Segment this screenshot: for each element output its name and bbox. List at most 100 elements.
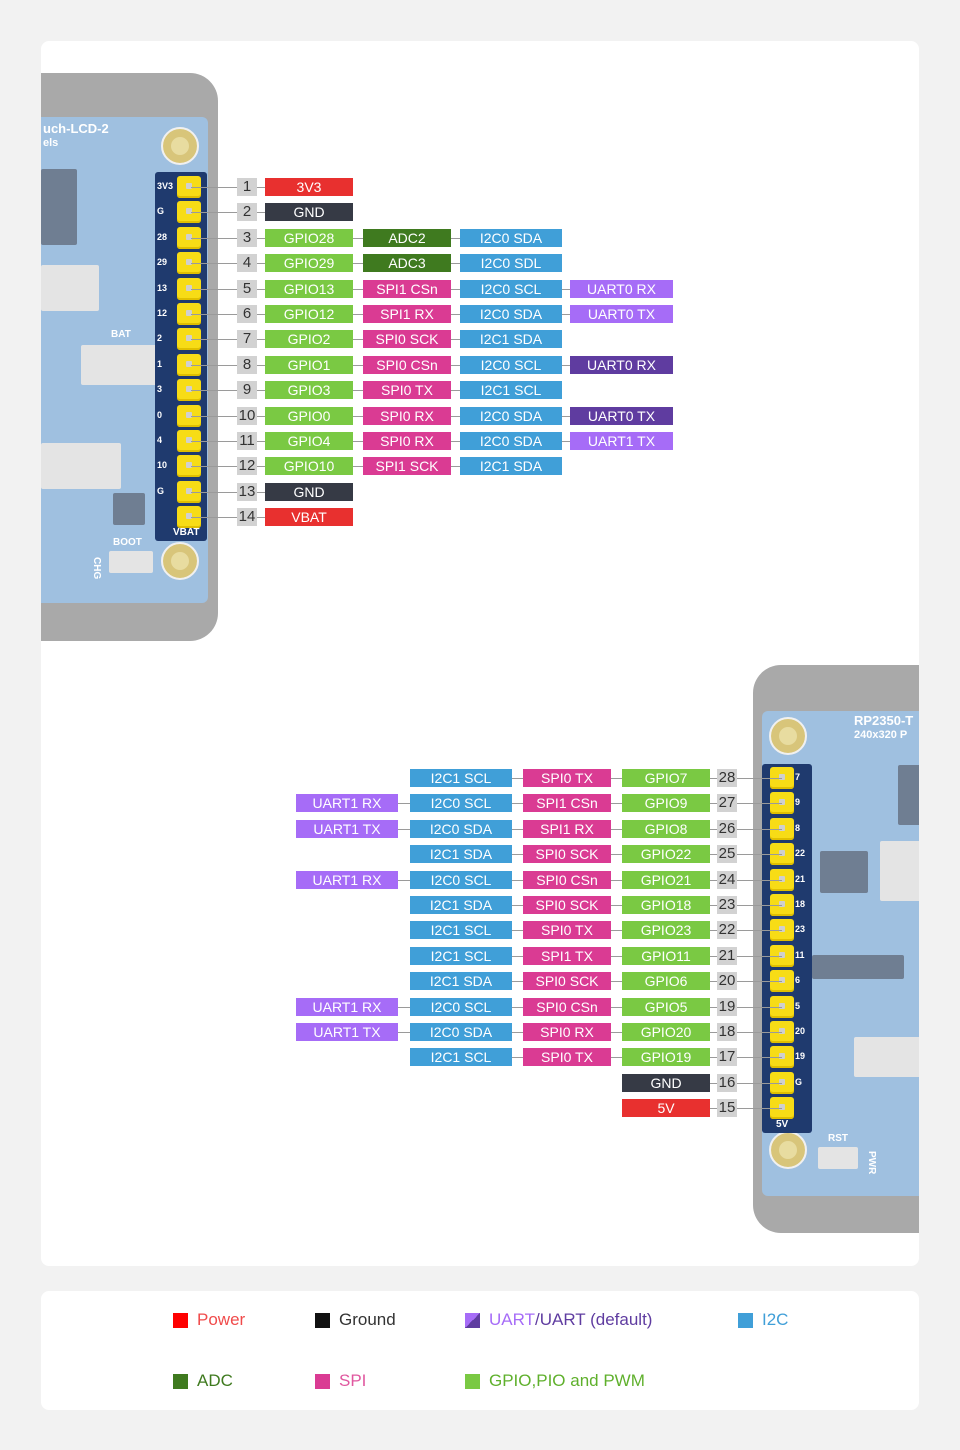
header-pin-label: 4 xyxy=(157,435,163,445)
header-pin-label: 12 xyxy=(157,308,168,318)
pin-function-uart: UART1 TX xyxy=(296,1023,398,1041)
header-pin-label: 11 xyxy=(795,949,805,960)
header-pin-label: 8 xyxy=(795,822,801,833)
pin-number: 6 xyxy=(237,305,257,323)
gpio-swatch xyxy=(465,1373,480,1389)
header-pin xyxy=(770,1071,794,1094)
legend: Power Ground UART / UART (default) I2C ADC… xyxy=(41,1291,919,1410)
pin-function-spi: SPI0 SCK xyxy=(523,845,611,864)
pin-function-spi: SPI0 RX xyxy=(363,432,451,450)
uart-swatch xyxy=(465,1312,480,1328)
pin-function-gpio: GPIO7 xyxy=(622,769,710,787)
boot-label: BOOT xyxy=(113,537,142,548)
pin-function-i2c: I2C1 SDA xyxy=(460,457,562,476)
boot-button xyxy=(109,551,153,573)
battery-connector xyxy=(81,345,157,385)
pin-number: 25 xyxy=(717,845,737,864)
pin-number: 8 xyxy=(237,355,257,374)
header-pin xyxy=(177,252,201,275)
pin-function-ground: GND xyxy=(622,1073,710,1092)
header-pin xyxy=(770,792,794,815)
legend-ground-label: Ground xyxy=(339,1310,396,1329)
pin-function-spi: SPI0 RX xyxy=(523,1023,611,1041)
pin-function-gpio: GPIO23 xyxy=(622,921,710,940)
pin-number: 15 xyxy=(717,1099,737,1118)
reset-button xyxy=(818,1147,858,1169)
header-pin xyxy=(177,506,201,529)
header-pin-label: 20 xyxy=(795,1026,806,1036)
chip xyxy=(113,493,145,525)
pin-function-gpio: GPIO1 xyxy=(265,355,353,374)
header-pin xyxy=(770,919,794,942)
board-silk-sub: els xyxy=(43,137,59,149)
pin-function-spi: SPI1 RX xyxy=(523,819,611,838)
rst-label: RST xyxy=(828,1133,848,1144)
pin-number: 2 xyxy=(237,203,257,222)
pin-function-spi: SPI0 SCK xyxy=(523,896,611,914)
legend-spi: SPI xyxy=(315,1371,366,1391)
pin-number: 26 xyxy=(717,819,737,838)
header-pin-label: 2 xyxy=(157,333,163,344)
pin-function-spi: SPI1 RX xyxy=(363,305,451,323)
header-pin xyxy=(177,430,201,452)
chip xyxy=(898,765,919,825)
pin-function-gpio: GPIO22 xyxy=(622,845,710,864)
header-bottom-label: 5V xyxy=(776,1119,789,1130)
pin-function-power: 3V3 xyxy=(265,178,353,196)
pin-number: 14 xyxy=(237,508,257,527)
header-pin xyxy=(770,995,794,1018)
mount-hole xyxy=(161,127,199,165)
pin-function-gpio: GPIO0 xyxy=(265,406,353,425)
pin-function-gpio: GPIO29 xyxy=(265,254,353,273)
pin-number: 18 xyxy=(717,1023,737,1041)
header-pin-label: 23 xyxy=(795,924,806,935)
pin-number: 4 xyxy=(237,254,257,273)
pin-number: 1 xyxy=(237,178,257,196)
mount-hole xyxy=(769,1131,807,1169)
pin-number: 13 xyxy=(237,482,257,501)
pin-number: 21 xyxy=(717,946,737,965)
pin-function-i2c: I2C0 SCL xyxy=(410,997,512,1016)
pin-number: 19 xyxy=(717,997,737,1016)
pin-function-i2c: I2C1 SDA xyxy=(410,972,512,991)
legend-uart: UART / UART (default) xyxy=(465,1310,652,1330)
legend-uart-default-label: UART (default) xyxy=(539,1310,653,1329)
header-pin xyxy=(770,817,794,840)
header-pin xyxy=(770,843,794,866)
header-pin xyxy=(177,455,201,478)
legend-uart-sep: / xyxy=(534,1310,540,1329)
pin-number: 24 xyxy=(717,870,737,889)
mount-hole xyxy=(769,717,807,755)
pin-function-spi: SPI0 TX xyxy=(363,381,451,400)
legend-gpio-label: GPIO,PIO and PWM xyxy=(489,1371,645,1390)
pin-function-i2c: I2C0 SCL xyxy=(410,794,512,813)
header-pin xyxy=(770,1046,794,1069)
pin-function-i2c: I2C0 SCL xyxy=(460,279,562,298)
pin-function-power: VBAT xyxy=(265,508,353,527)
pin-number: 5 xyxy=(237,279,257,298)
header-pin-label: G xyxy=(157,206,165,217)
power-swatch xyxy=(173,1312,188,1328)
pin-function-i2c: I2C0 SCL xyxy=(460,355,562,374)
legend-power: Power xyxy=(173,1310,245,1330)
bat-label: BAT xyxy=(111,329,131,340)
pin-number: 17 xyxy=(717,1048,737,1067)
pin-function-spi: SPI1 SCK xyxy=(363,457,451,476)
pin-function-gpio: GPIO21 xyxy=(622,870,710,889)
board-silk-title: RP2350-T xyxy=(854,713,914,728)
header-pin-label: 3V3 xyxy=(157,181,174,191)
legend-i2c-label: I2C xyxy=(762,1310,789,1329)
header-pin-label: 0 xyxy=(157,409,163,420)
pin-number: 16 xyxy=(717,1073,737,1092)
header-pin-label: 19 xyxy=(795,1051,806,1062)
pin-function-i2c: I2C0 SDA xyxy=(410,819,512,838)
pin-function-uart: UART1 TX xyxy=(296,819,398,838)
pin-function-spi: SPI0 TX xyxy=(523,769,611,787)
pin-function-i2c: I2C0 SDA xyxy=(460,305,562,323)
pin-function-ground: GND xyxy=(265,203,353,222)
connector xyxy=(41,265,99,311)
pin-function-i2c: I2C1 SDA xyxy=(460,330,562,349)
pin-function-gpio: GPIO6 xyxy=(622,972,710,991)
header-pin xyxy=(177,404,201,427)
mount-hole xyxy=(161,542,199,580)
